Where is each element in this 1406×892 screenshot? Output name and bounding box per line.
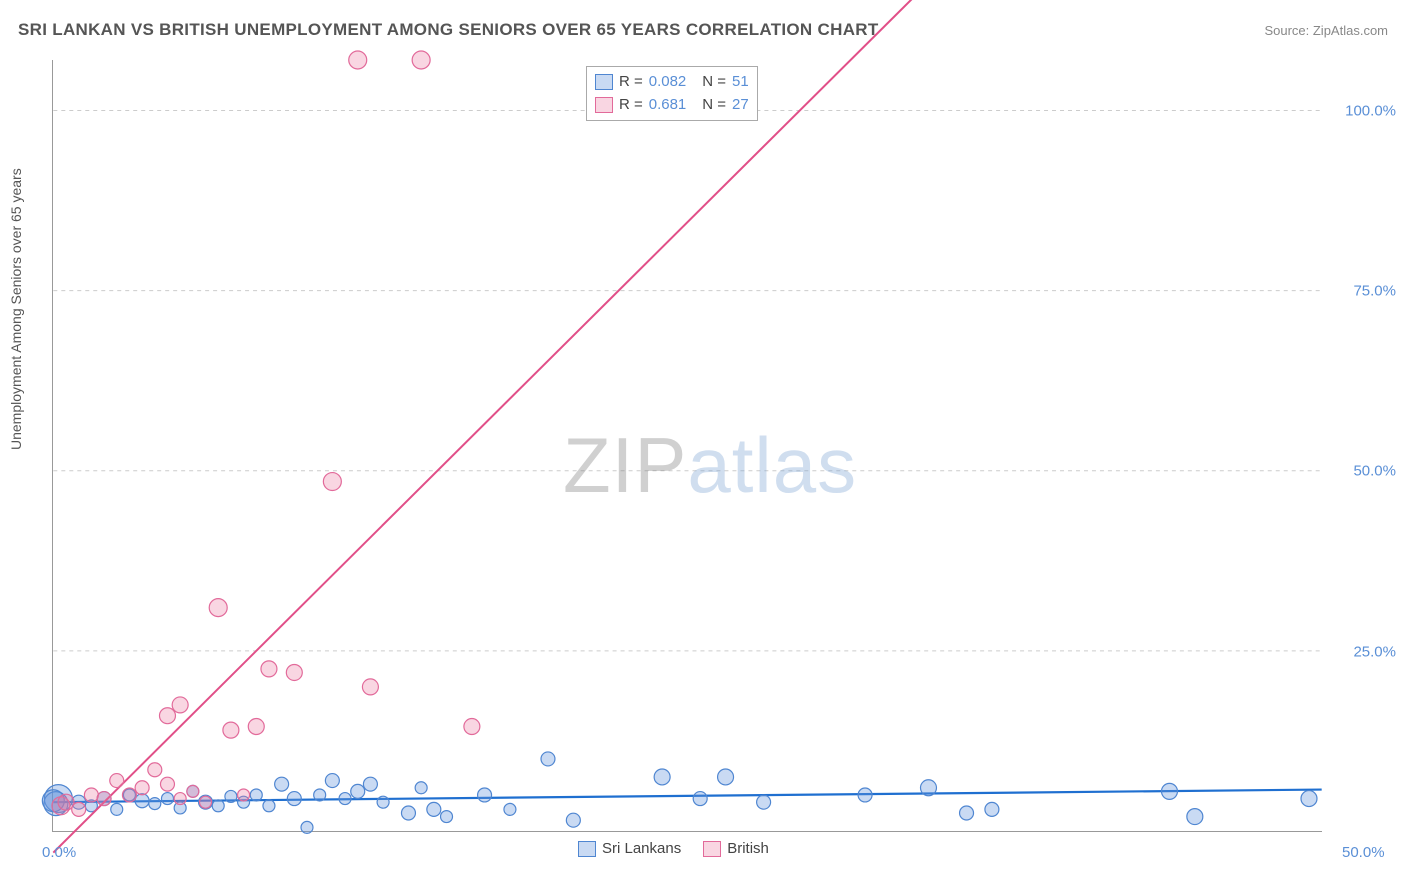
- stat-n-label: N =: [702, 94, 726, 117]
- chart-svg: [53, 60, 1322, 831]
- legend-swatch: [703, 841, 721, 857]
- stat-r-label: R =: [619, 71, 643, 94]
- y-tick-label: 25.0%: [1353, 643, 1396, 660]
- stats-row: R = 0.082 N = 51: [595, 71, 749, 94]
- stats-row: R = 0.681 N = 27: [595, 94, 749, 117]
- stat-n-label: N =: [702, 71, 726, 94]
- legend-swatch: [595, 74, 613, 90]
- y-axis-label: Unemployment Among Seniors over 65 years: [8, 168, 24, 450]
- chart-title: SRI LANKAN VS BRITISH UNEMPLOYMENT AMONG…: [18, 20, 879, 40]
- y-tick-label: 50.0%: [1353, 463, 1396, 480]
- stat-n-value: 27: [732, 94, 749, 117]
- legend-label: Sri Lankans: [602, 840, 681, 857]
- legend-swatch: [578, 841, 596, 857]
- stat-n-value: 51: [732, 71, 749, 94]
- legend-item: British: [703, 840, 769, 857]
- stat-r-label: R =: [619, 94, 643, 117]
- legend-swatch: [595, 97, 613, 113]
- stats-legend: R = 0.082 N = 51 R = 0.681 N = 27: [586, 66, 758, 121]
- y-tick-label: 100.0%: [1345, 102, 1396, 119]
- source-label: Source: ZipAtlas.com: [1264, 23, 1388, 38]
- plot-area: ZIPatlas R = 0.082N = 51R = 0.681N = 27 …: [52, 60, 1322, 832]
- stat-r-value: 0.082: [649, 71, 687, 94]
- bottom-legend: Sri Lankans British: [578, 840, 769, 857]
- y-tick-label: 75.0%: [1353, 282, 1396, 299]
- stat-r-value: 0.681: [649, 94, 687, 117]
- legend-item: Sri Lankans: [578, 840, 681, 857]
- legend-label: British: [727, 840, 769, 857]
- x-tick-1: 50.0%: [1342, 844, 1385, 861]
- x-tick-0: 0.0%: [42, 844, 76, 861]
